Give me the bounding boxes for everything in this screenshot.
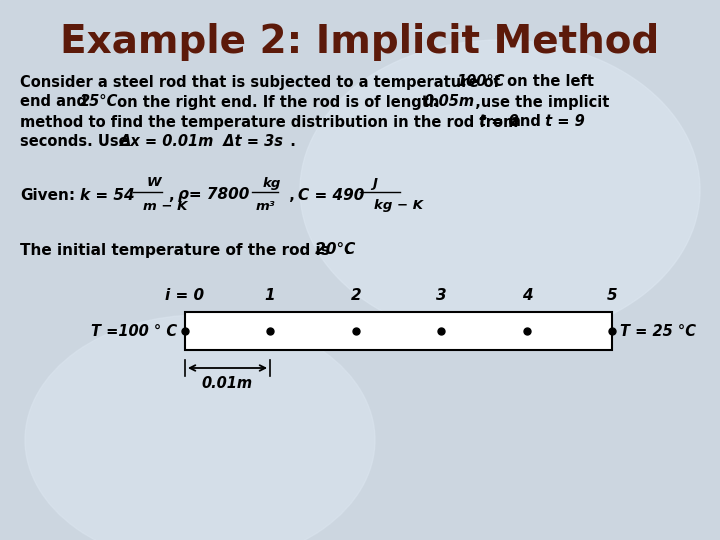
Text: T =100 ° C: T =100 ° C [91,323,177,339]
Bar [185,312,612,350]
Text: 0.05m: 0.05m [423,94,474,110]
Text: end and: end and [20,94,87,110]
Ellipse shape [300,40,700,340]
Text: ,: , [168,187,174,202]
Text: .: . [345,242,351,258]
Text: .: . [280,134,296,150]
Text: m − K: m − K [143,199,187,213]
Text: Example 2: Implicit Method: Example 2: Implicit Method [60,23,660,61]
Text: Δt = 3s: Δt = 3s [213,134,283,150]
Text: ,use the implicit: ,use the implicit [465,94,609,110]
Text: Consider a steel rod that is subjected to a temperature of: Consider a steel rod that is subjected t… [20,75,500,90]
Text: Δx = 0.01m: Δx = 0.01m [120,134,215,150]
Text: on the right end. If the rod is of length: on the right end. If the rod is of lengt… [112,94,439,110]
Ellipse shape [25,315,375,540]
Text: i = 0: i = 0 [166,287,204,302]
Text: The initial temperature of the rod is: The initial temperature of the rod is [20,242,330,258]
Text: method to find the temperature distribution in the rod from: method to find the temperature distribut… [20,114,518,130]
Text: 2: 2 [351,287,361,302]
Text: W: W [147,177,161,190]
Text: k = 54: k = 54 [80,187,135,202]
Text: and: and [510,114,541,130]
Text: C = 490: C = 490 [298,187,364,202]
Text: t = 9: t = 9 [540,114,585,130]
Text: m³: m³ [256,199,276,213]
Text: ρ= 7800: ρ= 7800 [178,187,249,202]
Text: kg: kg [263,177,282,190]
Text: 20°C: 20°C [310,242,356,258]
Text: Given:: Given: [20,187,75,202]
Text: 4: 4 [522,287,532,302]
Text: T = 25 °C: T = 25 °C [620,323,696,339]
Text: kg − K: kg − K [374,199,423,213]
Text: 1: 1 [265,287,275,302]
Text: 25°C: 25°C [80,94,118,110]
Text: J: J [372,177,377,190]
Text: ,: , [284,187,295,202]
Text: seconds. Use: seconds. Use [20,134,129,150]
Text: t = 0: t = 0 [474,114,518,130]
Text: 5: 5 [607,287,617,302]
Text: 100°C: 100°C [456,75,505,90]
Text: 3: 3 [436,287,446,302]
Text: on the left: on the left [502,75,594,90]
Text: 0.01m: 0.01m [202,376,253,392]
